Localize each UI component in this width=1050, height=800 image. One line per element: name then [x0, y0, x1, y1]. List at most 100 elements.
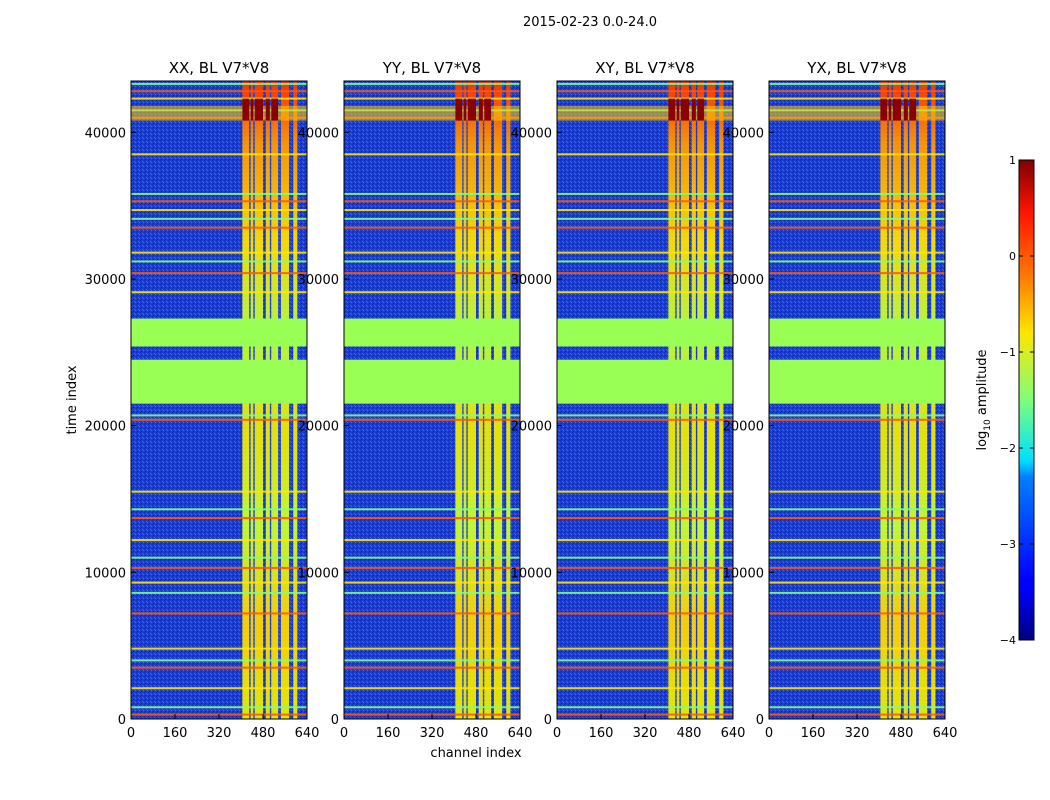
- top-burst-cell: [676, 98, 680, 121]
- y-tick-label: 10000: [511, 566, 552, 581]
- time-rfi-line: [769, 666, 945, 669]
- colorbar-label-sub: 10: [983, 419, 993, 431]
- x-tick-label: 160: [376, 726, 401, 741]
- panel-title: XY, BL V7*V8: [595, 59, 695, 77]
- time-rfi-line: [557, 251, 733, 254]
- time-rfi-line: [557, 581, 733, 584]
- time-rfi-line: [344, 659, 520, 662]
- top-burst-cell: [467, 98, 476, 121]
- y-tick-label: 40000: [298, 126, 339, 141]
- time-rfi-line: [557, 153, 733, 156]
- time-rfi-line: [769, 209, 945, 212]
- time-rfi-line: [344, 539, 520, 542]
- time-rfi-line: [769, 556, 945, 559]
- panel-yy: YY, BL V7*V8 0 160 320 480 640 0 10000 20000 3000…: [298, 59, 533, 741]
- colorbar-tick-label: −3: [1000, 538, 1016, 551]
- time-rfi-line: [557, 539, 733, 542]
- top-burst-cell: [880, 98, 888, 121]
- flagged-region: [131, 318, 307, 347]
- colorbar-tick-label: −2: [1000, 442, 1016, 455]
- colorbar-tick-label: −1: [1000, 346, 1016, 359]
- time-rfi-line: [344, 418, 520, 421]
- colorbar-gradient: [1018, 159, 1035, 641]
- time-rfi-line: [344, 581, 520, 584]
- time-rfi-line: [344, 200, 520, 203]
- time-rfi-line: [557, 192, 733, 195]
- colorbar-ticks: 1 0 −1 −2 −3 −4: [1000, 154, 1034, 647]
- time-rfi-line: [131, 612, 307, 615]
- colorbar-tick-label: 1: [1009, 154, 1016, 167]
- time-rfi-line: [344, 556, 520, 559]
- time-rfi-line: [557, 418, 733, 421]
- y-tick-label: 0: [118, 713, 126, 728]
- time-rfi-line: [557, 82, 733, 85]
- time-rfi-line: [344, 666, 520, 669]
- time-rfi-line: [557, 659, 733, 662]
- x-tick-label: 640: [721, 726, 746, 741]
- flagged-region: [344, 318, 520, 347]
- time-rfi-line: [131, 418, 307, 421]
- top-rfi-burst: [344, 105, 520, 121]
- time-rfi-line: [557, 508, 733, 511]
- time-rfi-line: [557, 291, 733, 294]
- time-rfi-line: [344, 612, 520, 615]
- time-rfi-line: [131, 647, 307, 650]
- time-rfi-line: [344, 517, 520, 520]
- top-burst-cell: [254, 98, 263, 121]
- top-rfi-burst: [557, 105, 733, 121]
- time-rfi-line: [557, 97, 733, 100]
- x-tick-label: 160: [801, 726, 826, 741]
- time-rfi-line: [557, 226, 733, 229]
- y-tick-label: 30000: [298, 273, 339, 288]
- time-rfi-line: [344, 192, 520, 195]
- figure-suptitle: 2015-02-23 0.0-24.0: [523, 15, 657, 30]
- time-rfi-line: [131, 508, 307, 511]
- x-tick-label: 480: [464, 726, 489, 741]
- time-rfi-line: [131, 687, 307, 690]
- panel-xx: XX, BL V7*V8 0 160 320 480 640 0 10000 20000 3000…: [85, 59, 320, 741]
- x-tick-label: 480: [889, 726, 914, 741]
- time-rfi-line: [344, 226, 520, 229]
- time-rfi-line: [131, 251, 307, 254]
- top-burst-cell: [697, 98, 705, 121]
- top-burst-cell: [668, 98, 676, 121]
- top-burst-cell: [484, 98, 492, 121]
- time-rfi-line: [557, 687, 733, 690]
- time-rfi-line: [769, 82, 945, 85]
- time-rfi-line: [344, 272, 520, 275]
- y-tick-label: 0: [544, 713, 552, 728]
- time-rfi-line: [131, 97, 307, 100]
- time-rfi-line: [344, 647, 520, 650]
- time-rfi-line: [769, 517, 945, 520]
- x-tick-label: 320: [207, 726, 232, 741]
- time-rfi-line: [131, 209, 307, 212]
- flagged-region: [131, 359, 307, 404]
- top-burst-cell: [691, 98, 696, 121]
- top-burst-cell: [265, 98, 270, 121]
- y-tick-label: 0: [756, 713, 764, 728]
- time-rfi-line: [131, 666, 307, 669]
- time-rfi-line: [769, 508, 945, 511]
- top-burst-cell: [250, 98, 254, 121]
- time-rfi-line: [557, 591, 733, 594]
- time-rfi-line: [769, 90, 945, 93]
- time-rfi-line: [557, 612, 733, 615]
- time-rfi-line: [769, 217, 945, 220]
- flagged-region: [344, 359, 520, 404]
- y-tick-label: 20000: [85, 420, 126, 435]
- x-tick-label: 320: [633, 726, 658, 741]
- time-rfi-line: [344, 153, 520, 156]
- top-burst-cell: [888, 98, 892, 121]
- time-rfi-line: [769, 153, 945, 156]
- colorbar-tick-label: 0: [1009, 250, 1016, 263]
- flagged-region: [557, 359, 733, 404]
- y-tick-label: 10000: [85, 566, 126, 581]
- time-rfi-line: [557, 90, 733, 93]
- flagged-region: [769, 318, 945, 347]
- panel-title: YY, BL V7*V8: [382, 59, 481, 77]
- top-burst-cell: [680, 98, 689, 121]
- top-burst-cell: [455, 98, 463, 121]
- time-rfi-line: [131, 217, 307, 220]
- time-rfi-line: [131, 591, 307, 594]
- time-rfi-line: [344, 82, 520, 85]
